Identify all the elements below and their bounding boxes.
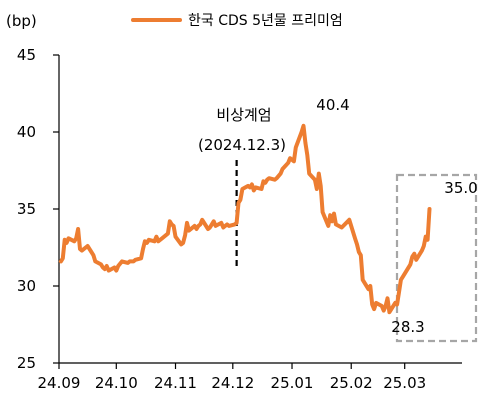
y-tick-label: 35 <box>17 200 36 218</box>
x-tick-label: 24.11 <box>154 374 197 392</box>
trough-value-label: 28.3 <box>391 318 424 336</box>
y-tick-label: 45 <box>17 46 36 64</box>
y-axis-ticks: 25 30 35 40 45 <box>17 46 59 372</box>
x-axis-ticks: 24.09 24.10 24.11 24.12 25.01 25.02 25.03 <box>38 363 426 392</box>
event-annotation-label: 비상계엄 <box>216 106 271 124</box>
peak-value-label: 40.4 <box>316 96 349 114</box>
y-tick-label: 30 <box>17 277 36 295</box>
x-tick-label: 25.01 <box>271 374 314 392</box>
event-annotation-date: (2024.12.3) <box>198 136 286 154</box>
x-tick-label: 24.09 <box>38 374 81 392</box>
legend-series-label: 한국 CDS 5년물 프리미엄 <box>188 13 343 29</box>
y-tick-label: 40 <box>17 123 36 141</box>
last-value-label: 35.0 <box>444 179 477 197</box>
recent-highlight-box <box>395 173 478 343</box>
cds-premium-line <box>58 123 432 315</box>
legend: 한국 CDS 5년물 프리미엄 <box>131 13 343 29</box>
x-tick-label: 25.03 <box>383 374 426 392</box>
y-axis-unit-label: (bp) <box>6 12 37 30</box>
x-tick-label: 24.12 <box>211 374 254 392</box>
x-tick-label: 25.02 <box>330 374 373 392</box>
y-tick-label: 25 <box>17 354 36 372</box>
x-tick-label: 24.10 <box>95 374 138 392</box>
